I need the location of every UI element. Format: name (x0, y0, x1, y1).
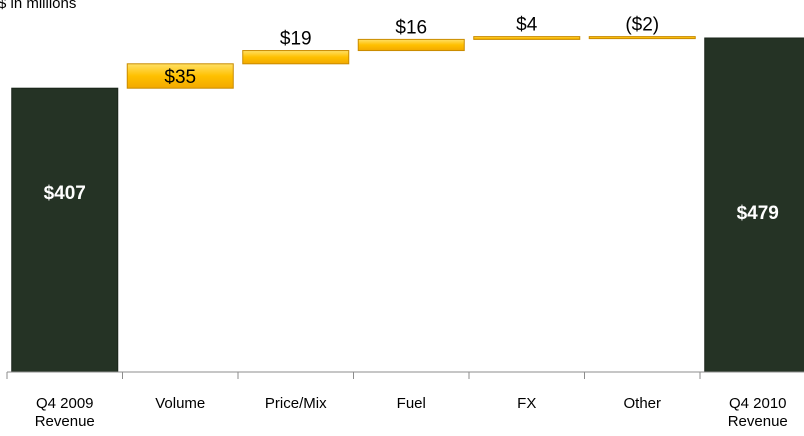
total-bar (704, 37, 804, 373)
data-label: ($2) (625, 15, 659, 36)
x-tick-label: Fuel (397, 395, 426, 412)
data-label: $407 (44, 183, 86, 204)
change-bar (357, 38, 465, 52)
x-tick-label: Revenue (35, 413, 95, 430)
data-label: $4 (516, 15, 538, 36)
change-bar (473, 36, 581, 40)
x-tick-label: Q4 2009 (36, 395, 94, 412)
data-label: $16 (395, 17, 427, 38)
value-labels: $407 $35 $19 $16 $4 ($2) $479 (44, 15, 779, 224)
x-axis (6, 371, 804, 379)
unit-note: $ in millions (0, 0, 76, 12)
bars-group (11, 36, 804, 373)
data-label: $19 (280, 29, 312, 50)
change-bar (242, 50, 350, 65)
x-tick-label: Q4 2010 (729, 395, 787, 412)
change-bar (588, 36, 696, 40)
total-bar (11, 87, 119, 373)
change-bar (126, 63, 234, 89)
x-tick-label: FX (517, 395, 536, 412)
x-tick-label: Revenue (728, 413, 788, 430)
x-tick-label: Price/Mix (265, 395, 327, 412)
data-label: $35 (164, 67, 196, 88)
data-label: $479 (737, 203, 779, 224)
x-tick-label: Volume (155, 395, 205, 412)
x-tick-label: Other (623, 395, 661, 412)
